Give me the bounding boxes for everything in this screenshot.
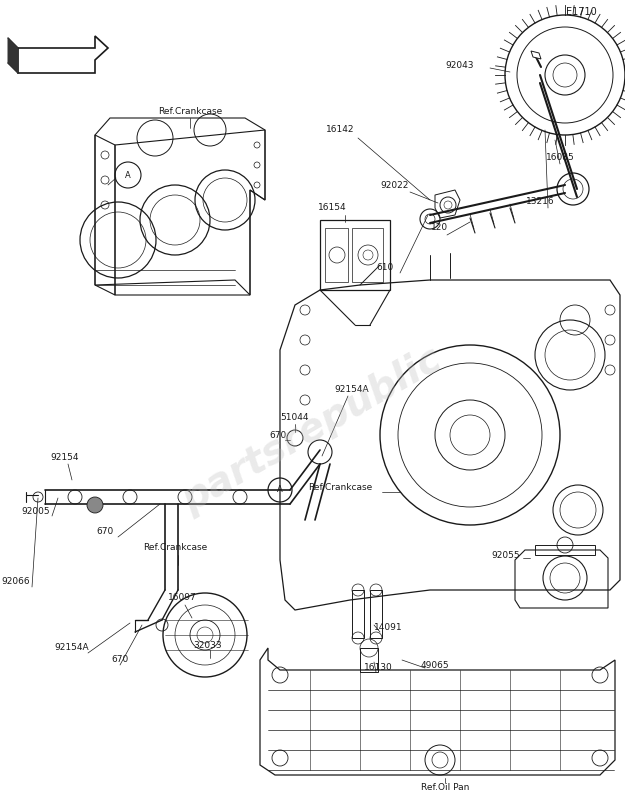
Text: 49065: 49065	[421, 661, 449, 670]
Text: A: A	[125, 170, 131, 179]
Polygon shape	[8, 38, 18, 73]
Text: 16154: 16154	[318, 203, 346, 213]
Text: E1710: E1710	[566, 7, 597, 17]
Text: Ref.Oil Pan: Ref.Oil Pan	[421, 783, 469, 793]
Text: 670: 670	[96, 527, 114, 537]
Text: 92154: 92154	[51, 454, 79, 462]
Text: 670: 670	[111, 655, 129, 665]
Text: Ref.Crankcase: Ref.Crankcase	[308, 483, 372, 493]
Text: 670: 670	[269, 430, 287, 439]
Text: 92055: 92055	[491, 550, 520, 559]
Polygon shape	[531, 51, 541, 59]
Text: 92066: 92066	[1, 578, 30, 586]
Text: partsrepublic: partsrepublic	[176, 340, 449, 520]
Text: 51044: 51044	[281, 414, 309, 422]
Text: 16097: 16097	[168, 594, 196, 602]
Polygon shape	[18, 36, 108, 73]
Text: 32033: 32033	[194, 641, 222, 650]
Text: 92005: 92005	[21, 507, 50, 517]
Text: 92154A: 92154A	[55, 643, 89, 653]
Text: 16130: 16130	[364, 663, 392, 673]
Text: 92043: 92043	[446, 61, 474, 70]
Text: Ref.Crankcase: Ref.Crankcase	[158, 107, 222, 117]
Text: 14091: 14091	[374, 623, 402, 633]
Text: Ref.Crankcase: Ref.Crankcase	[143, 543, 207, 553]
Text: 16085: 16085	[546, 154, 574, 162]
Text: 92154A: 92154A	[335, 386, 369, 394]
Text: 92022: 92022	[381, 181, 409, 190]
Text: 120: 120	[431, 223, 449, 233]
Text: A: A	[277, 486, 283, 494]
Text: 13216: 13216	[526, 198, 554, 206]
Text: FRONT: FRONT	[38, 55, 72, 65]
Circle shape	[87, 497, 103, 513]
Text: 16142: 16142	[326, 126, 354, 134]
Text: 610: 610	[376, 263, 394, 273]
